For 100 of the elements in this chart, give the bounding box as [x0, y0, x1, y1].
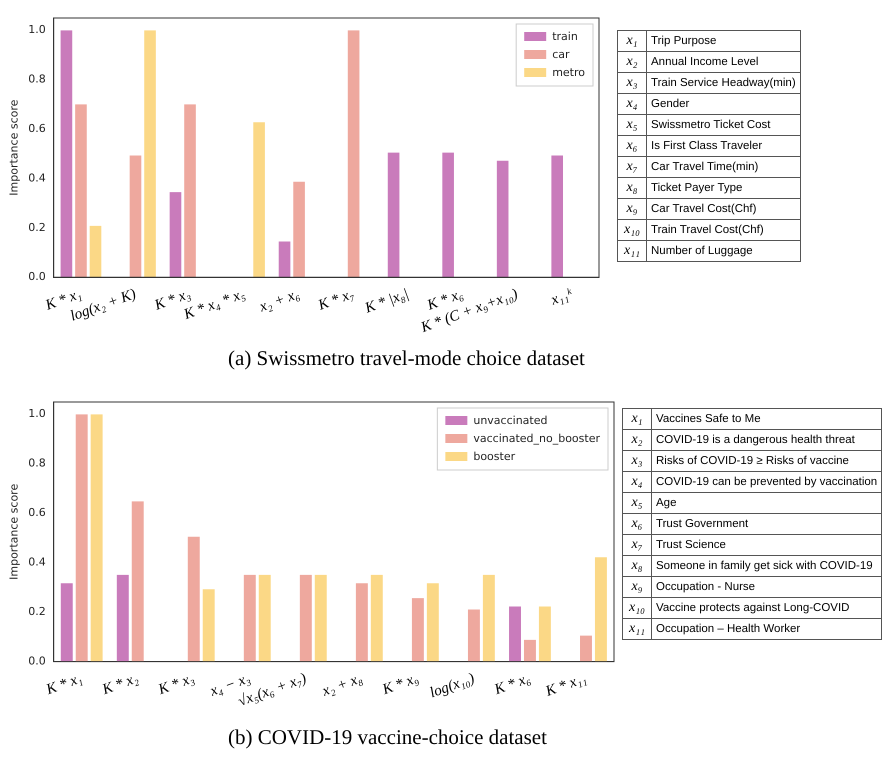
text: Swissmetro Ticket Cost	[646, 114, 800, 136]
text: Trip Purpose	[646, 30, 800, 52]
y-tick-label: 0.0	[28, 654, 46, 668]
y-tick-label: 0.6	[28, 506, 46, 520]
x-tick-label: K * x₆	[492, 670, 533, 699]
text: Is First Class Traveler	[646, 136, 800, 156]
y-tick-label: 0.8	[28, 72, 46, 86]
bar	[580, 636, 592, 662]
text: x₁₁	[618, 240, 646, 262]
text: x₂	[618, 52, 646, 72]
y-axis-title: Importance score	[7, 484, 20, 580]
bar	[594, 557, 607, 662]
y-tick-label: 0.6	[28, 122, 46, 135]
text: Trust Government	[652, 514, 882, 534]
x-tick-label: K * x₇	[315, 286, 356, 314]
text: Car Travel Cost(Chf)	[646, 198, 800, 220]
y-axis-title: Importance score	[7, 99, 20, 196]
text: (a) Swissmetro travel-mode choice dataset	[228, 346, 585, 371]
text: COVID-19 is a dangerous health threat	[652, 430, 882, 450]
legend-label: car	[552, 48, 570, 61]
text: x₁	[618, 30, 646, 52]
bar	[551, 156, 564, 278]
bar	[90, 414, 103, 662]
x-tick-label: K * x₁	[43, 670, 84, 699]
bar	[116, 574, 129, 662]
legend-label: booster	[473, 450, 516, 463]
y-tick-label: 0.8	[28, 456, 46, 470]
y-tick-label: 0.4	[28, 171, 46, 184]
text: Gender	[646, 94, 800, 114]
y-tick-label: 0.0	[28, 270, 46, 284]
text: Number of Luggage	[646, 240, 800, 262]
x-tick-label: K * x₃	[155, 670, 196, 699]
text: Trust Science	[652, 534, 882, 556]
text: Age	[652, 492, 882, 514]
y-tick-label: 0.2	[28, 220, 46, 234]
text: x₆	[618, 136, 646, 156]
text: Train Travel Cost(Chf)	[646, 220, 800, 240]
y-tick-label: 0.4	[28, 556, 46, 569]
bar	[314, 574, 327, 662]
text: x₂	[622, 430, 652, 450]
bar	[293, 182, 305, 278]
bar	[132, 501, 144, 662]
x-tick-label: K * x₂	[99, 670, 140, 699]
bar	[144, 30, 156, 278]
text: x₄	[618, 94, 646, 114]
bar	[202, 589, 215, 662]
bar	[184, 104, 196, 278]
x-tick-label: K * x₁₁	[542, 670, 589, 700]
y-tick-label: 1.0	[28, 407, 46, 420]
text: x₁₀	[622, 598, 652, 618]
bar	[538, 606, 551, 662]
text: Occupation – Health Worker	[652, 618, 882, 640]
bar	[496, 160, 508, 278]
bar	[370, 574, 383, 662]
bar	[244, 574, 256, 662]
text: x₅	[618, 114, 646, 136]
x-tick-label: x₁₁ᵏ	[548, 286, 576, 309]
bar	[412, 598, 424, 662]
text: x₈	[622, 556, 652, 576]
bar	[278, 241, 290, 278]
bar	[76, 414, 88, 662]
legend-label: metro	[552, 66, 586, 79]
bar	[426, 583, 439, 662]
bar	[170, 192, 182, 278]
bar	[130, 156, 142, 278]
bar	[60, 583, 73, 662]
text: Vaccine protects against Long-COVID	[652, 598, 882, 618]
bar	[253, 122, 265, 278]
text: x₅	[622, 492, 652, 514]
bar	[258, 574, 271, 662]
bar	[524, 640, 536, 662]
text: x₃	[622, 450, 652, 472]
text: Vaccines Safe to Me	[652, 408, 882, 430]
text: Someone in family get sick with COVID-19	[652, 556, 882, 576]
text: COVID-19 can be prevented by vaccination	[652, 472, 882, 492]
text: x₈	[618, 178, 646, 198]
bar	[356, 583, 368, 662]
bar	[188, 536, 200, 662]
text: x₉	[622, 576, 652, 598]
legend-label: train	[552, 30, 578, 43]
legend-label: vaccinated_no_booster	[473, 432, 600, 445]
text: x₁₀	[618, 220, 646, 240]
bar	[442, 152, 454, 278]
text: x₉	[618, 198, 646, 220]
text: Ticket Payer Type	[646, 178, 800, 198]
text: x₆	[622, 514, 652, 534]
bar	[388, 152, 400, 278]
x-tick-label: x₂ + x₆	[256, 286, 302, 316]
text: Occupation - Nurse	[652, 576, 882, 598]
x-tick-label: x₂ + x₈	[319, 670, 365, 700]
legend-label: unvaccinated	[473, 414, 548, 427]
x-tick-label: log(x₁₀)	[428, 670, 477, 702]
text: Risks of COVID-19 ≥ Risks of vaccine	[652, 450, 882, 472]
text: x₇	[622, 534, 652, 556]
bar	[60, 30, 72, 278]
text: x₃	[618, 72, 646, 94]
bar	[509, 606, 521, 662]
y-tick-label: 0.2	[28, 605, 46, 618]
bar	[75, 104, 87, 278]
text: Annual Income Level	[646, 52, 800, 72]
